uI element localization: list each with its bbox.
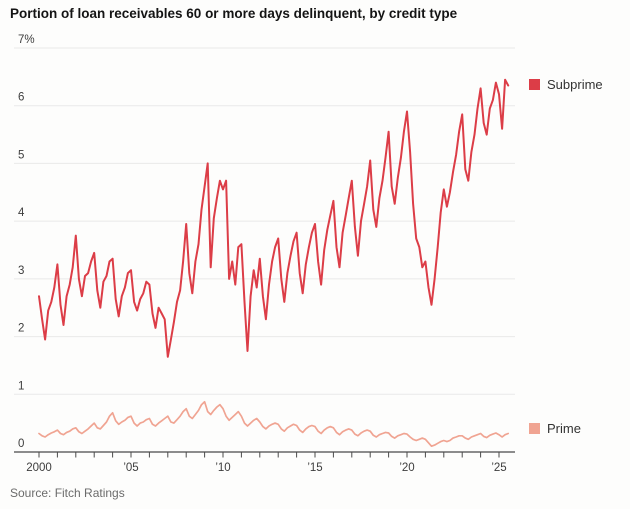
x-tick-label: ’20 — [399, 462, 414, 474]
x-tick-label: ’15 — [307, 462, 322, 474]
y-tick-label: 3 — [18, 265, 24, 277]
legend-subprime-label: Subprime — [547, 77, 603, 92]
legend-prime-label: Prime — [547, 421, 581, 436]
y-tick-label: 6 — [18, 92, 24, 104]
x-tick-label: ’25 — [491, 462, 506, 474]
y-tick-label: 1 — [18, 380, 24, 392]
chart-title: Portion of loan receivables 60 or more d… — [10, 6, 458, 21]
subprime-line — [38, 78, 510, 358]
prime-swatch-icon — [529, 423, 540, 434]
subprime-swatch-icon — [529, 79, 540, 90]
legend-subprime: Subprime — [529, 77, 603, 92]
y-tick-label: 2 — [18, 323, 24, 335]
y-tick-label: 7% — [18, 34, 35, 46]
x-tick-label: ’05 — [123, 462, 138, 474]
source-note: Source: Fitch Ratings — [10, 486, 125, 500]
prime-line — [38, 400, 510, 448]
y-tick-label: 5 — [18, 149, 24, 161]
y-tick-label: 4 — [18, 207, 25, 219]
x-tick-label: ’10 — [215, 462, 230, 474]
legend-prime: Prime — [529, 421, 581, 436]
y-tick-label: 0 — [18, 438, 24, 450]
x-tick-label: 2000 — [26, 462, 52, 474]
